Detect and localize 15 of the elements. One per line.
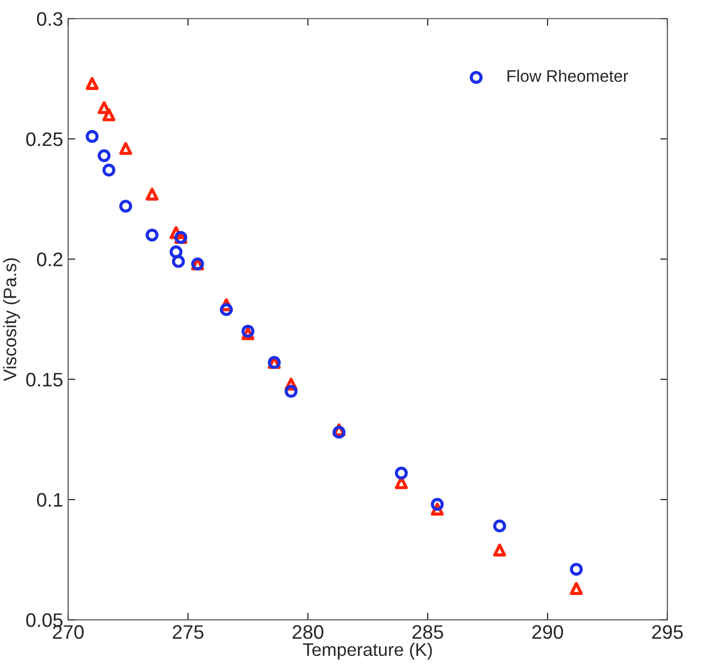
x-tick-label: 285 xyxy=(412,625,444,639)
x-tick-label: 295 xyxy=(652,625,683,639)
y-tick-label: 0.2 xyxy=(37,252,62,266)
y-tick-label: 0.1 xyxy=(37,493,62,507)
y-tick-label: 0.15 xyxy=(26,372,62,387)
x-tick-label: 280 xyxy=(292,625,324,639)
legend-label: Flow Rheometer xyxy=(508,70,628,82)
y-tick-label: 0.25 xyxy=(26,132,62,146)
x-tick-label: 275 xyxy=(172,625,204,639)
x-tick-label: 290 xyxy=(532,625,564,639)
y-tick-label: 0.05 xyxy=(26,613,62,628)
y-axis-title: Viscosity (Pa.s) xyxy=(3,258,20,382)
y-tick-label: 0.3 xyxy=(37,12,62,26)
x-tick-label: 270 xyxy=(52,625,84,639)
x-axis-title: Temperature (K) xyxy=(302,642,432,660)
